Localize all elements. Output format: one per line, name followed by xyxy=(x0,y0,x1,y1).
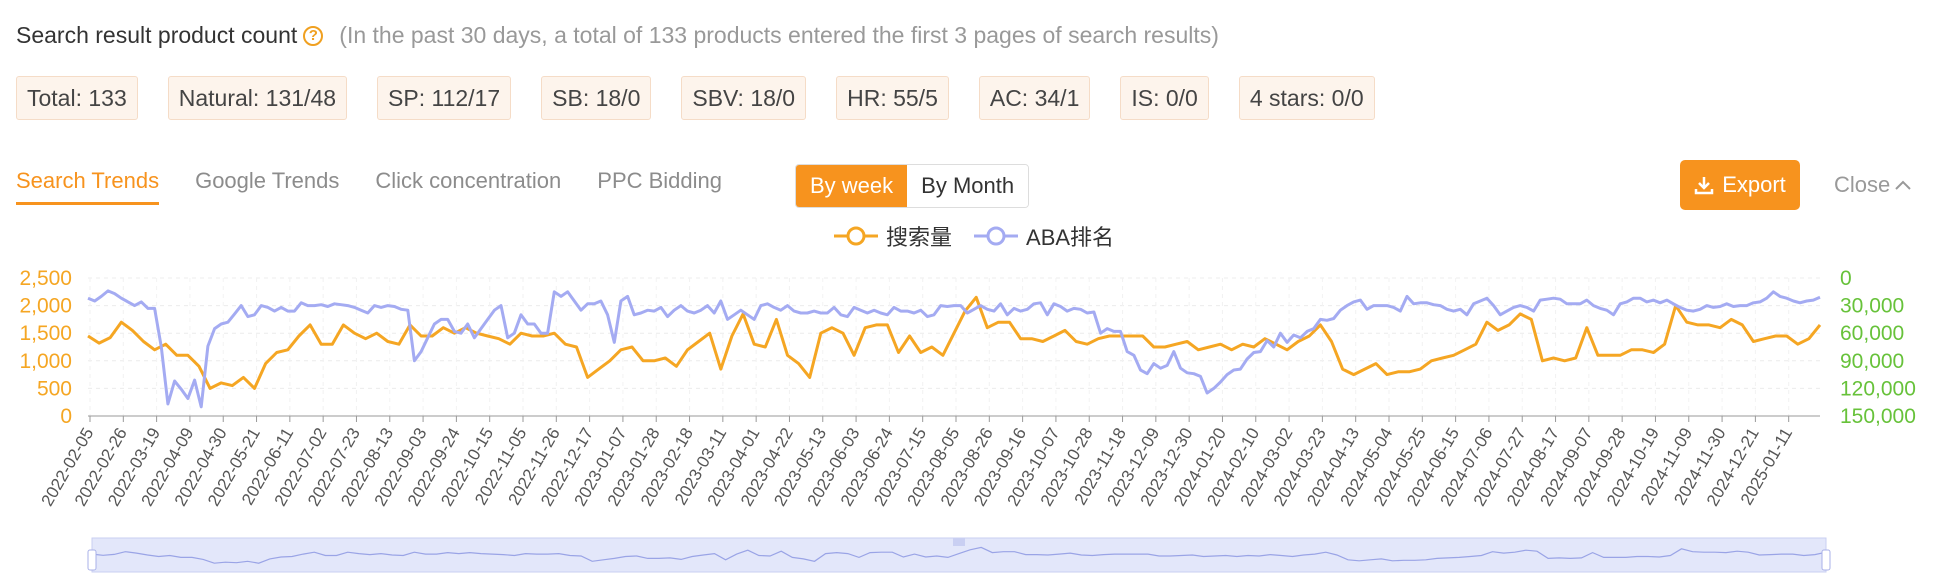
series-line-2[interactable] xyxy=(87,289,1821,409)
chart-legend: 搜索量 ABA排名 xyxy=(834,220,1114,252)
tab-click-concentration[interactable]: Click concentration xyxy=(375,168,562,193)
y-left-tick-label: 2,500 xyxy=(19,267,72,290)
y-left-tick-label: 1,500 xyxy=(19,322,72,345)
export-label: Export xyxy=(1722,172,1786,197)
zoom-drag-grip[interactable] xyxy=(953,538,965,546)
series-line-1[interactable] xyxy=(87,295,1822,390)
export-button[interactable]: Export xyxy=(1680,160,1800,210)
zoom-handle-left[interactable] xyxy=(87,549,97,571)
legend-label-1: 搜索量 xyxy=(886,225,953,250)
legend-marker-2 xyxy=(974,226,1019,246)
close-label: Close xyxy=(1834,172,1891,197)
badge-ac: AC: 34/1 xyxy=(978,76,1091,120)
chart-tabs: Search Trends Google Trends Click concen… xyxy=(16,168,722,205)
badge-natural: Natural: 131/48 xyxy=(167,76,348,120)
tab-search-trends[interactable]: Search Trends xyxy=(16,168,160,205)
stats-badges: Total: 133 Natural: 131/48 SP: 112/17 SB… xyxy=(16,76,1375,120)
badge-is: IS: 0/0 xyxy=(1120,76,1209,120)
y-right-tick-label: 90,000 xyxy=(1840,350,1904,373)
tab-ppc-bidding[interactable]: PPC Bidding xyxy=(597,168,723,193)
y-right-tick-label: 0 xyxy=(1840,267,1852,290)
y-left-tick-label: 2,000 xyxy=(19,295,72,318)
by-month-button[interactable]: By Month xyxy=(907,165,1029,207)
header: Search result product count ? (In the pa… xyxy=(16,22,1219,49)
y-left-tick-label: 500 xyxy=(37,377,72,400)
y-right-tick-label: 30,000 xyxy=(1840,295,1904,318)
badge-4-stars: 4 stars: 0/0 xyxy=(1238,76,1375,120)
close-button[interactable]: Close xyxy=(1834,172,1912,198)
zoom-handle-right[interactable] xyxy=(1821,549,1831,571)
chevron-up-icon xyxy=(1895,180,1911,190)
y-left-tick-label: 0 xyxy=(60,405,72,428)
badge-total: Total: 133 xyxy=(16,76,138,120)
badge-sp: SP: 112/17 xyxy=(377,76,512,120)
zoom-preview-line xyxy=(91,546,1827,564)
badge-hr: HR: 55/5 xyxy=(836,76,949,120)
by-week-button[interactable]: By week xyxy=(796,165,908,207)
section-subtitle: (In the past 30 days, a total of 133 pro… xyxy=(339,22,1219,48)
legend-label-2: ABA排名 xyxy=(1026,225,1115,250)
legend-series-1[interactable]: 搜索量 xyxy=(834,220,952,252)
y-left-tick-label: 1,000 xyxy=(19,350,72,373)
badge-sb: SB: 18/0 xyxy=(541,76,652,120)
question-circle-icon[interactable]: ? xyxy=(303,25,324,46)
download-icon xyxy=(1694,177,1714,195)
y-right-tick-label: 60,000 xyxy=(1840,322,1904,345)
badge-sbv: SBV: 18/0 xyxy=(681,76,807,120)
legend-series-2[interactable]: ABA排名 xyxy=(974,220,1114,252)
y-right-tick-label: 150,000 xyxy=(1840,405,1916,428)
tab-google-trends[interactable]: Google Trends xyxy=(195,168,340,193)
section-title: Search result product count xyxy=(16,22,298,48)
period-toggle: By week By Month xyxy=(795,164,1030,208)
y-right-tick-label: 120,000 xyxy=(1840,377,1916,400)
legend-marker-1 xyxy=(834,226,878,246)
